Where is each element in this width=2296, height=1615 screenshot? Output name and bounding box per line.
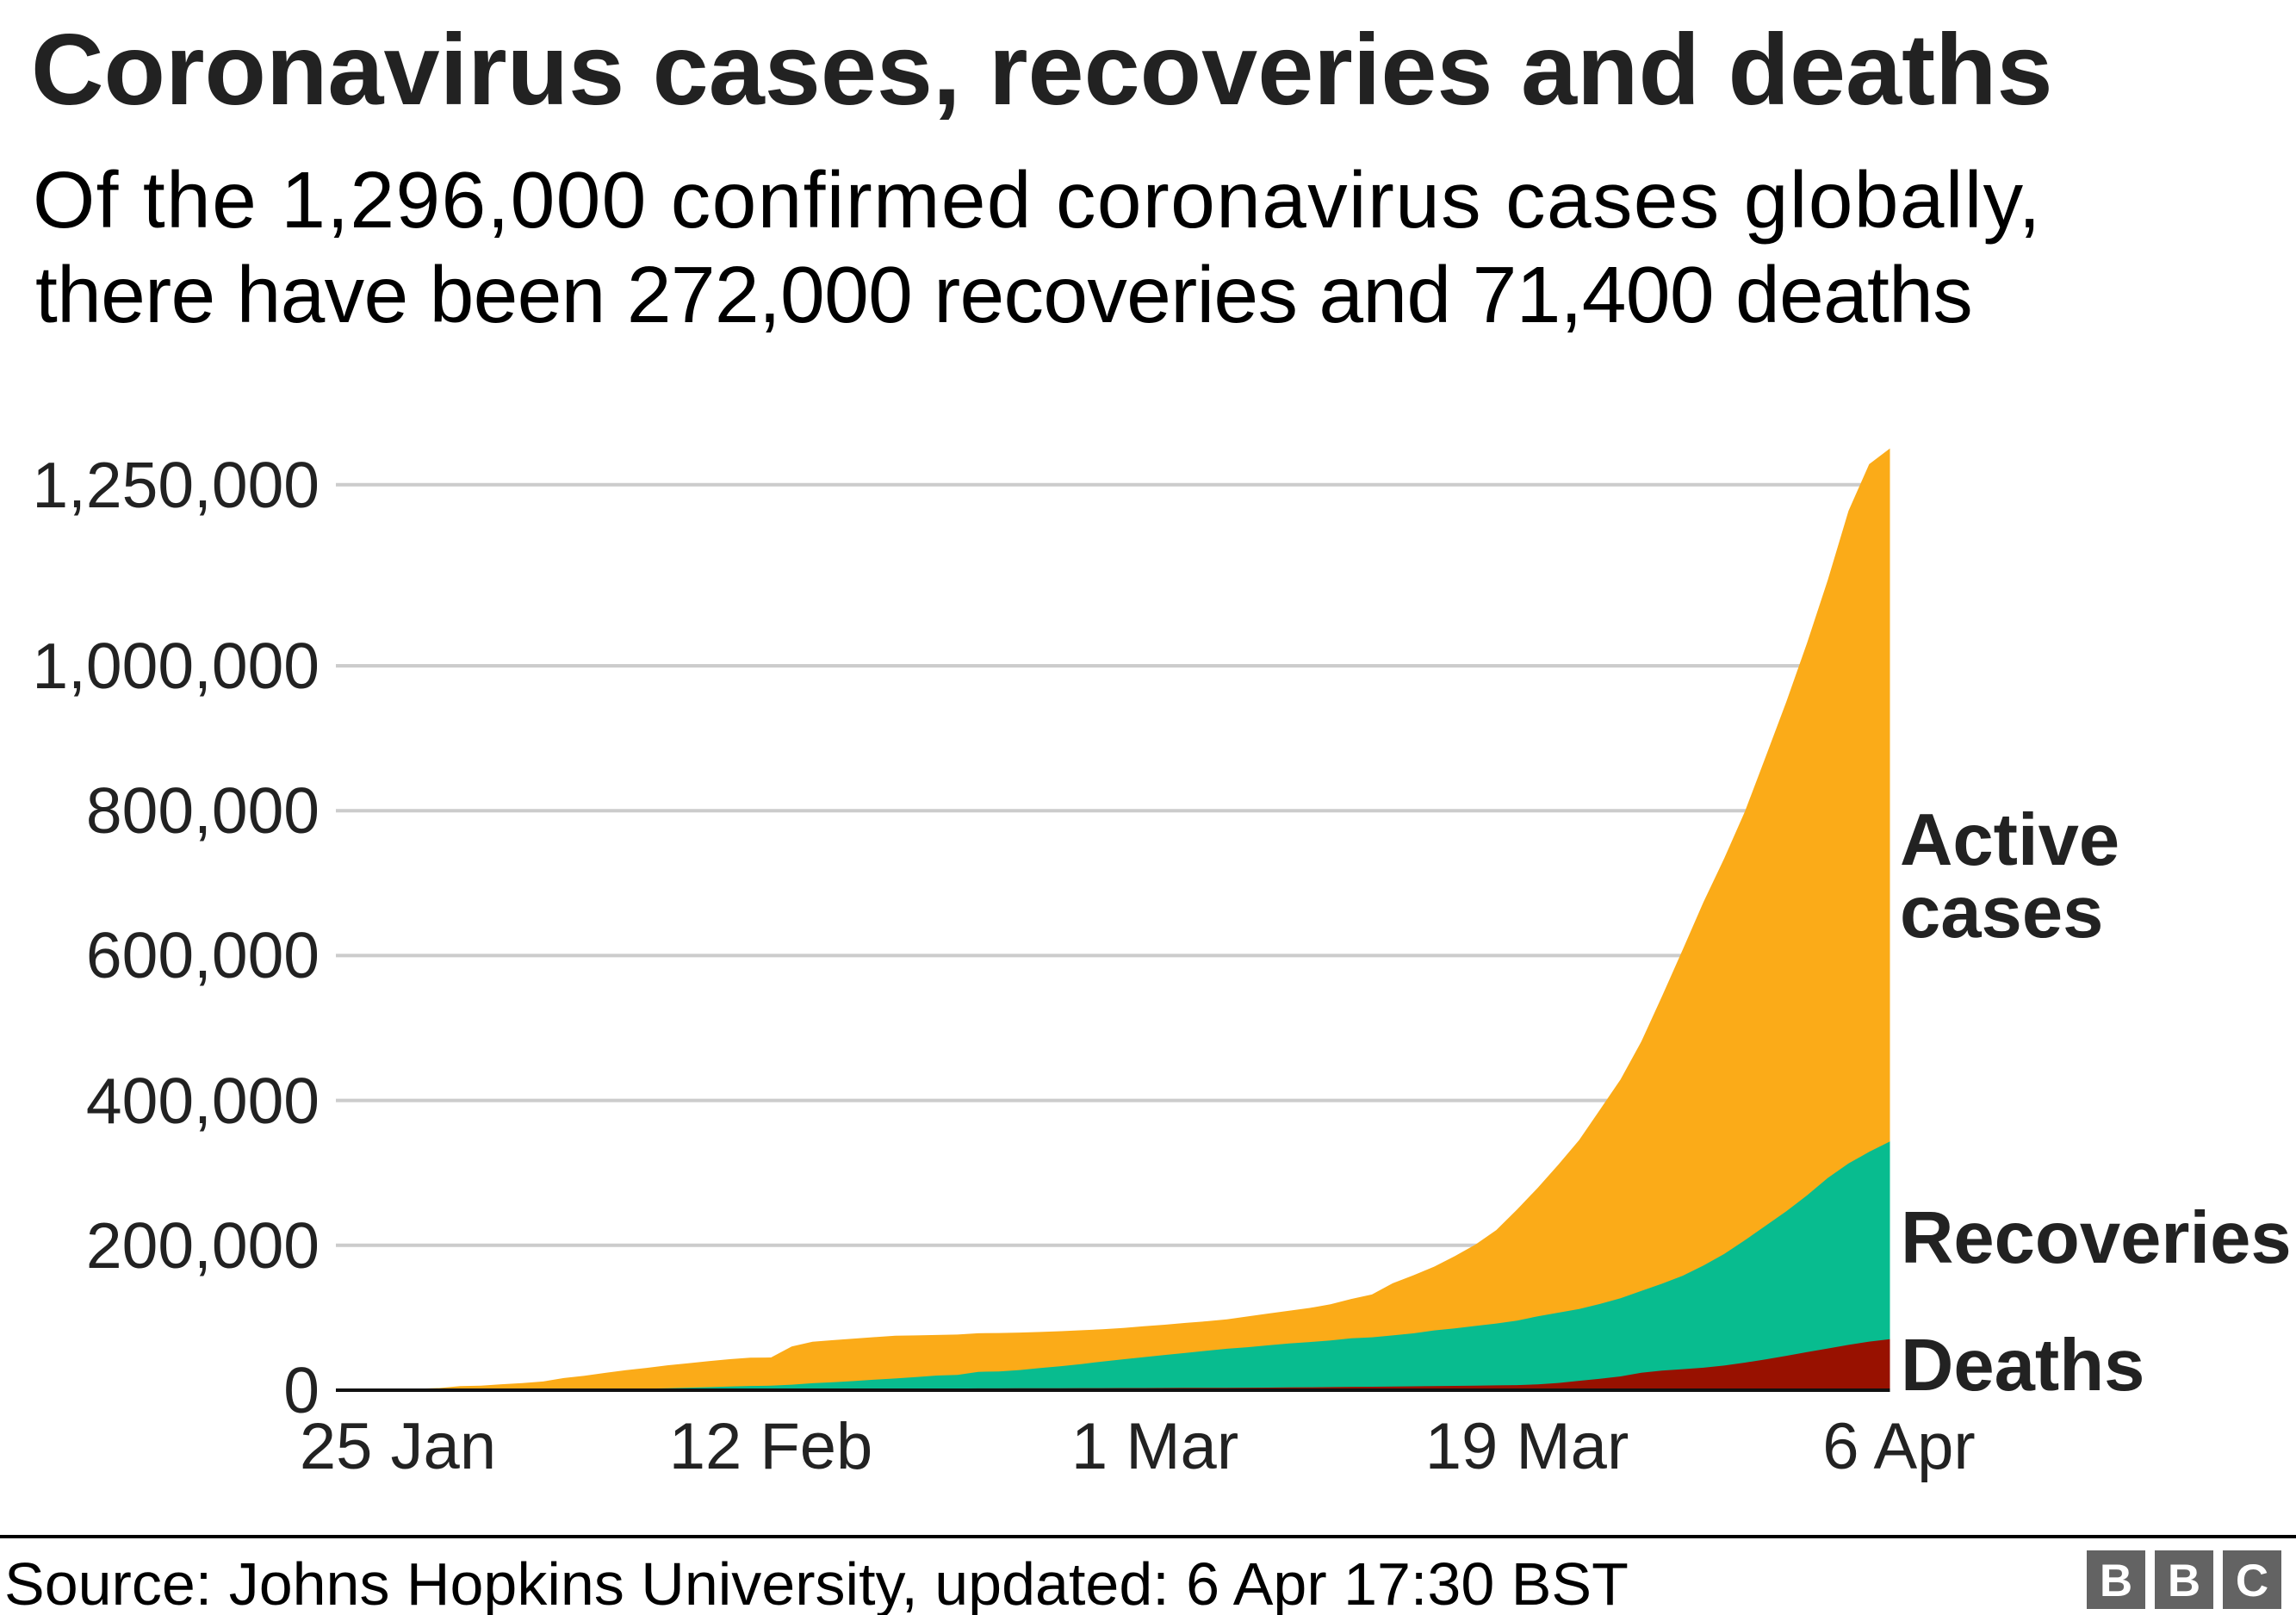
svg-text:800,000: 800,000: [86, 774, 320, 847]
svg-text:C: C: [2236, 1556, 2268, 1606]
svg-text:B: B: [2168, 1556, 2200, 1606]
svg-text:1,000,000: 1,000,000: [32, 630, 320, 702]
svg-text:0: 0: [283, 1354, 320, 1426]
svg-text:1 Mar: 1 Mar: [1071, 1410, 1238, 1483]
svg-text:Active: Active: [1900, 799, 2119, 881]
svg-text:6 Apr: 6 Apr: [1822, 1410, 1975, 1483]
svg-text:there have been 272,000 recove: there have been 272,000 recoveries and 7…: [35, 250, 1972, 339]
svg-text:600,000: 600,000: [86, 919, 320, 991]
svg-text:Of the 1,296,000 confirmed cor: Of the 1,296,000 confirmed coronavirus c…: [33, 155, 2042, 245]
svg-text:200,000: 200,000: [86, 1209, 320, 1282]
svg-text:B: B: [2100, 1556, 2132, 1606]
svg-text:400,000: 400,000: [86, 1065, 320, 1137]
svg-text:Deaths: Deaths: [1901, 1325, 2144, 1407]
svg-text:1,250,000: 1,250,000: [32, 449, 320, 521]
svg-text:19 Mar: 19 Mar: [1425, 1410, 1629, 1483]
svg-text:Recoveries: Recoveries: [1901, 1197, 2292, 1279]
svg-text:Source: Johns Hopkins Universi: Source: Johns Hopkins University, update…: [4, 1550, 1629, 1615]
svg-text:25 Jan: 25 Jan: [300, 1410, 496, 1483]
svg-text:12 Feb: 12 Feb: [669, 1410, 873, 1483]
svg-text:Coronavirus cases, recoveries: Coronavirus cases, recoveries and deaths: [31, 13, 2053, 126]
svg-text:cases: cases: [1900, 872, 2103, 953]
